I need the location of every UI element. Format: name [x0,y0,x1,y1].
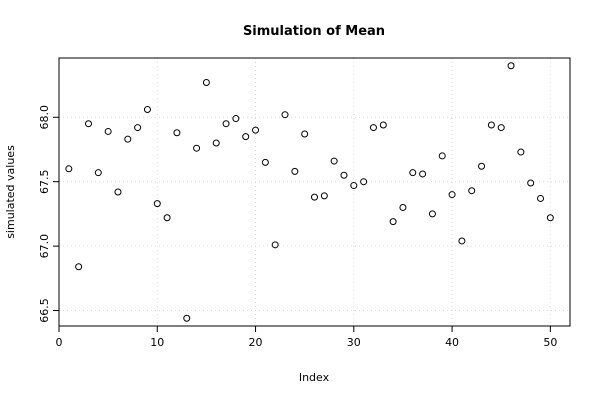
data-point [379,121,387,129]
data-point [546,214,554,222]
data-point [163,214,171,222]
data-point [261,158,269,166]
data-point [330,157,338,165]
chart-title: Simulation of Mean [243,24,385,39]
x-axis: 0 10 20 30 40 50 [56,326,557,349]
x-tick-label: 0 [56,336,63,349]
x-tick-label: 20 [249,336,263,349]
data-point [478,162,486,170]
data-point [497,124,505,132]
data-point [281,111,289,119]
y-tick-label: 67.5 [38,169,51,194]
y-axis: 66.5 67.0 67.5 68.0 [38,105,59,323]
data-point [252,126,260,134]
data-point [173,129,181,137]
data-point [517,148,525,156]
data-point [458,237,466,245]
data-point [320,192,328,200]
y-tick-label: 68.0 [38,105,51,129]
data-point [232,115,240,123]
data-point [468,187,476,195]
data-point [75,263,83,271]
data-point [311,193,318,201]
data-point [153,200,161,208]
data-point [65,165,73,173]
data-point [487,121,495,129]
data-points [65,62,554,322]
gridlines [58,58,570,326]
x-tick-label: 10 [150,336,164,349]
data-point [399,203,407,211]
data-point [350,182,358,190]
data-point [114,188,122,196]
data-point [193,144,201,152]
data-point [84,120,92,128]
data-point [212,139,220,147]
data-point [448,191,456,199]
x-axis-label: Index [299,371,330,384]
data-point [340,171,348,179]
y-axis-label: simulated values [4,145,17,239]
data-point [94,169,102,177]
data-point [428,210,436,218]
data-point [507,62,515,70]
data-point [183,314,191,322]
data-point [271,241,279,249]
data-point [438,152,446,160]
data-point [222,120,230,128]
data-point [202,78,210,86]
y-tick-label: 66.5 [38,298,51,323]
data-point [419,170,427,178]
data-point [389,218,397,226]
x-tick-label: 30 [347,336,361,349]
data-point [409,169,417,177]
data-point [124,135,132,143]
x-tick-label: 50 [543,336,557,349]
data-point [143,106,151,114]
data-point [291,167,299,175]
data-point [369,124,377,132]
data-point [527,179,535,187]
data-point [104,127,112,135]
data-point [134,124,142,132]
x-tick-label: 40 [445,336,459,349]
data-point [537,194,545,202]
plot-frame [58,57,571,327]
data-point [301,130,309,138]
y-tick-label: 67.0 [38,234,51,259]
data-point [360,178,368,186]
data-point [242,133,250,141]
